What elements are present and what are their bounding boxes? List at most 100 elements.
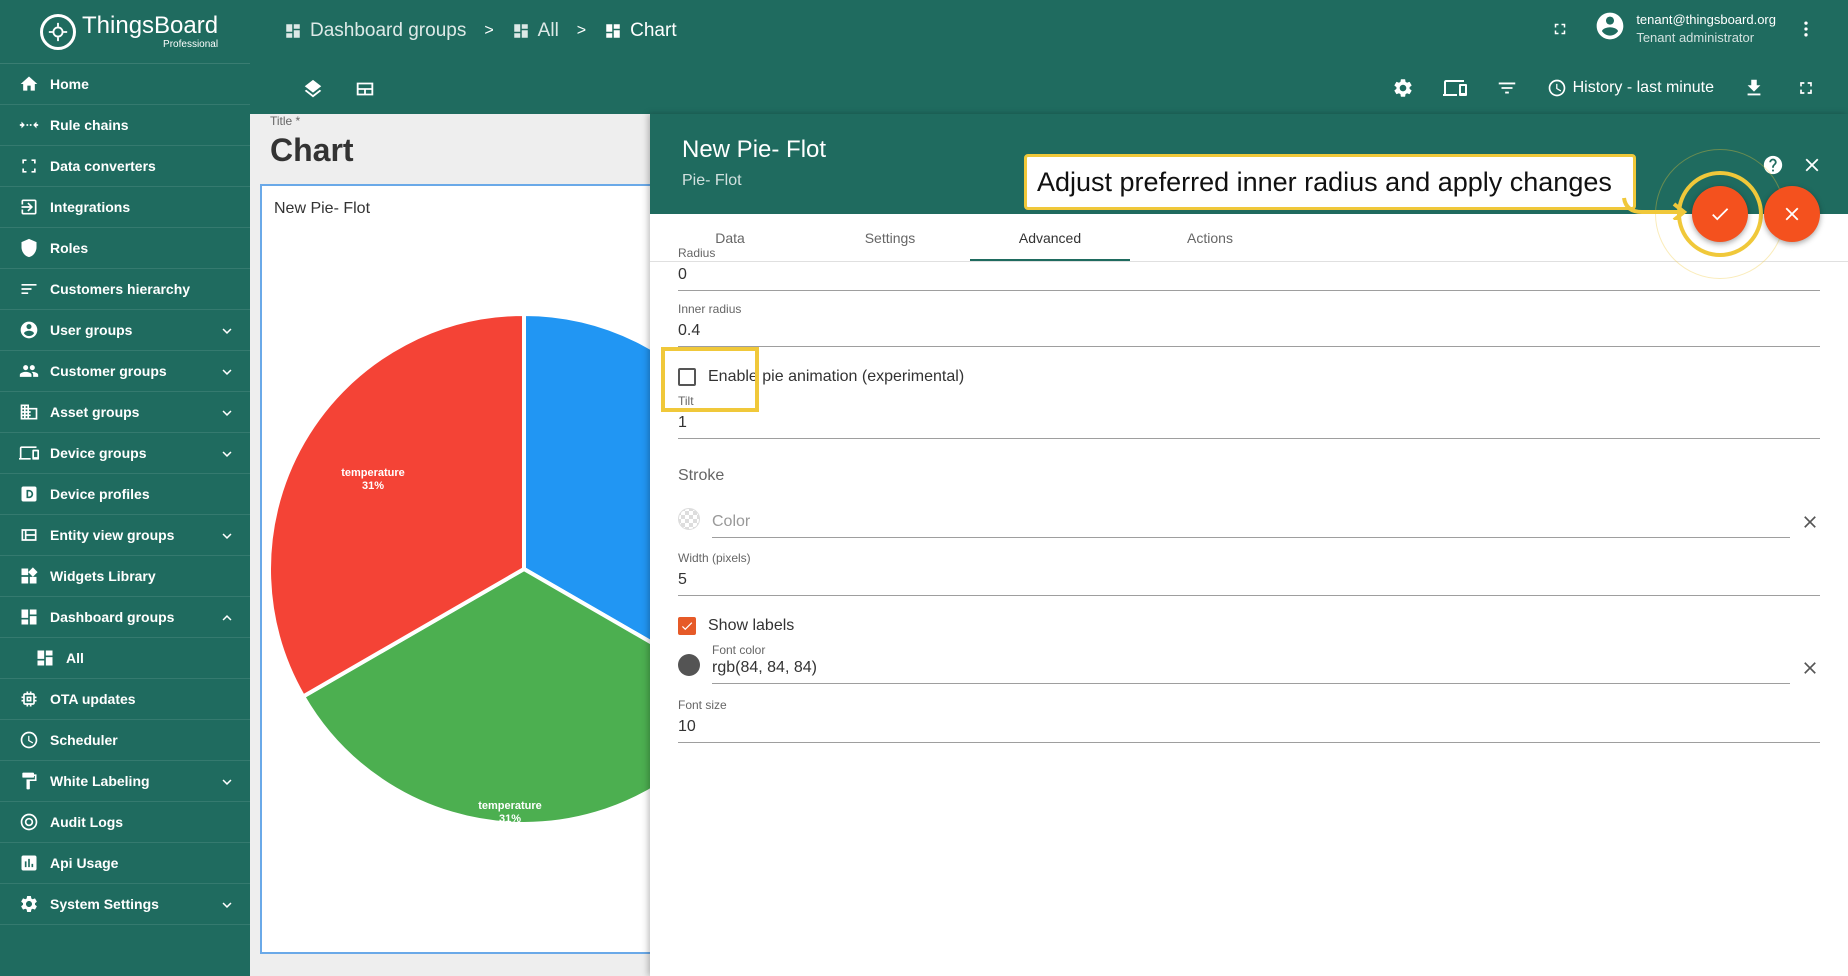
history-label: History - last minute	[1572, 79, 1714, 96]
sidebar-item-ota-updates[interactable]: OTA updates	[0, 679, 250, 720]
chevron-down-icon[interactable]	[218, 773, 234, 789]
sidebar: ThingsBoard Professional Home Rule chains…	[0, 0, 250, 976]
fullscreen-icon[interactable]	[1548, 17, 1572, 41]
sidebar-item-rule-chains[interactable]: Rule chains	[0, 105, 250, 146]
sidebar-item-device-profiles[interactable]: Device profiles	[0, 474, 250, 515]
entity-view-icon	[18, 524, 40, 546]
help-icon[interactable]	[1762, 154, 1784, 176]
font-size-field[interactable]: Font size 10	[678, 698, 1820, 743]
tilt-field[interactable]: Tilt 1	[678, 394, 1820, 439]
clock-icon	[1548, 79, 1565, 97]
chevron-down-icon[interactable]	[218, 404, 234, 420]
breadcrumb-label: Chart	[630, 20, 677, 41]
sidebar-item-widgets-library[interactable]: Widgets Library	[0, 556, 250, 597]
sidebar-item-label: All	[66, 650, 84, 666]
layout-icon[interactable]	[354, 78, 376, 105]
radius-value: 0	[678, 266, 687, 283]
tilt-value: 1	[678, 414, 687, 431]
chevron-down-icon[interactable]	[218, 527, 234, 543]
chevron-down-icon[interactable]	[218, 896, 234, 912]
logo[interactable]: ThingsBoard Professional	[0, 0, 250, 64]
sidebar-item-roles[interactable]: Roles	[0, 228, 250, 269]
show-labels-label: Show labels	[708, 617, 795, 634]
sidebar-item-device-groups[interactable]: Device groups	[0, 433, 250, 474]
sidebar-item-customers-hierarchy[interactable]: Customers hierarchy	[0, 269, 250, 310]
fullscreen-icon[interactable]	[1794, 76, 1818, 100]
sidebar-item-user-groups[interactable]: User groups	[0, 310, 250, 351]
integrations-icon	[18, 196, 40, 218]
panel-title: New Pie- Flot	[682, 136, 827, 163]
clear-color-icon[interactable]	[1800, 512, 1820, 532]
sidebar-item-label: System Settings	[50, 896, 159, 912]
history-timewindow[interactable]: History - last minute	[1547, 78, 1714, 98]
devices-layout-icon[interactable]	[1442, 76, 1467, 100]
sidebar-item-integrations[interactable]: Integrations	[0, 187, 250, 228]
sidebar-item-label: Home	[50, 76, 89, 92]
dashboard-title: Chart	[270, 132, 354, 168]
radius-field[interactable]: Radius 0	[678, 246, 1820, 291]
sidebar-item-label: Widgets Library	[50, 568, 156, 584]
filter-icon[interactable]	[1495, 76, 1519, 100]
tab-actions[interactable]: Actions	[1187, 230, 1233, 246]
pie-animation-checkbox[interactable]: Enable pie animation (experimental)	[678, 368, 964, 386]
gear-icon	[18, 893, 40, 915]
chart-icon	[18, 852, 40, 874]
dashboard-icon	[513, 24, 528, 38]
show-labels-checkbox[interactable]: Show labels	[678, 617, 794, 635]
stroke-color-field[interactable]: Color	[678, 504, 1820, 538]
pie-slice-percent: 31%	[362, 480, 384, 492]
close-icon[interactable]	[1801, 154, 1823, 176]
sidebar-item-data-converters[interactable]: Data converters	[0, 146, 250, 187]
chevron-down-icon[interactable]	[218, 445, 234, 461]
tab-data[interactable]: Data	[715, 230, 745, 246]
layers-icon[interactable]	[302, 78, 324, 105]
sidebar-item-label: Integrations	[50, 199, 131, 215]
pie-slice-percent: 31%	[499, 813, 521, 825]
app-name: ThingsBoard	[82, 11, 219, 39]
sidebar-item-api-usage[interactable]: Api Usage	[0, 843, 250, 884]
tab-settings[interactable]: Settings	[864, 230, 916, 246]
sidebar-item-entity-view-groups[interactable]: Entity view groups	[0, 515, 250, 556]
chevron-up-icon[interactable]	[218, 609, 234, 625]
dashboard-icon	[18, 606, 40, 628]
dashboard-title-field[interactable]: Title * Chart	[250, 114, 650, 176]
sidebar-item-audit-logs[interactable]: Audit Logs	[0, 802, 250, 843]
chevron-down-icon[interactable]	[218, 363, 234, 379]
more-vert-icon[interactable]	[1794, 17, 1818, 41]
download-icon[interactable]	[1742, 76, 1766, 100]
sidebar-item-white-labeling[interactable]: White Labeling	[0, 761, 250, 802]
font-color-value: rgb(84, 84, 84)	[712, 659, 817, 676]
pie-widget[interactable]: New Pie- Flot temperature 31% temperature 3…	[260, 184, 660, 954]
apply-highlight-ring	[1677, 171, 1763, 257]
inner-radius-field[interactable]: Inner radius 0.4	[678, 302, 1820, 347]
sidebar-item-customer-groups[interactable]: Customer groups	[0, 351, 250, 392]
breadcrumb-all[interactable]: All	[512, 20, 559, 42]
clear-color-icon[interactable]	[1800, 658, 1820, 678]
stroke-width-field[interactable]: Width (pixels) 5	[678, 551, 1820, 596]
audit-icon	[18, 811, 40, 833]
sidebar-item-system-settings[interactable]: System Settings	[0, 884, 250, 925]
sidebar-item-home[interactable]: Home	[0, 64, 250, 105]
settings-icon[interactable]	[1391, 76, 1415, 100]
sidebar-item-all[interactable]: All	[0, 638, 250, 679]
breadcrumb-dashboard-groups[interactable]: Dashboard groups	[284, 20, 466, 42]
sidebar-item-label: Asset groups	[50, 404, 140, 420]
breadcrumb-separator: >	[576, 22, 587, 39]
decline-changes-button[interactable]	[1764, 186, 1820, 242]
breadcrumb: Dashboard groups > All > Chart	[284, 20, 677, 42]
sidebar-item-asset-groups[interactable]: Asset groups	[0, 392, 250, 433]
dashboard-icon	[606, 24, 620, 38]
sidebar-menu: Home Rule chains Data converters Integratio…	[0, 64, 250, 925]
chevron-down-icon[interactable]	[218, 322, 234, 338]
avatar[interactable]	[1594, 10, 1626, 47]
inner-radius-label: Inner radius	[678, 302, 742, 316]
font-color-field[interactable]: Font color rgb(84, 84, 84)	[678, 642, 1820, 684]
panel-subtitle: Pie- Flot	[682, 172, 742, 189]
tab-advanced[interactable]: Advanced	[970, 214, 1130, 261]
pie-animation-label: Enable pie animation (experimental)	[708, 368, 965, 385]
sidebar-item-dashboard-groups[interactable]: Dashboard groups	[0, 597, 250, 638]
sidebar-item-scheduler[interactable]: Scheduler	[0, 720, 250, 761]
sidebar-item-label: Device profiles	[50, 486, 150, 502]
radius-label: Radius	[678, 246, 716, 260]
shield-icon	[18, 237, 40, 259]
